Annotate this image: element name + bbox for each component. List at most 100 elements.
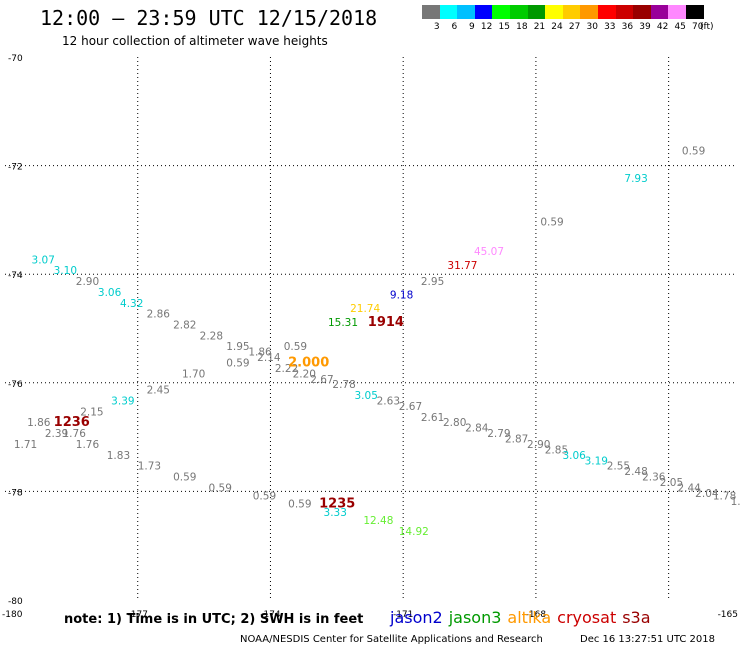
map-title: 12:00 — 23:59 UTC 12/15/2018	[40, 6, 378, 30]
wave-height-value: 9.18	[390, 290, 413, 302]
longitude-tick-label: -171	[393, 610, 413, 620]
latitude-tick-label: -80	[8, 597, 23, 607]
legend-swatch	[562, 5, 581, 19]
wave-height-value: 2.61	[421, 412, 444, 424]
wave-height-value: 1.95	[226, 341, 249, 353]
legend-swatch	[422, 5, 440, 19]
longitude-tick-label: -168	[526, 610, 547, 620]
wave-height-value: 2.20	[293, 368, 316, 380]
wave-height-value: 2.44	[677, 482, 701, 494]
legend-swatch	[580, 5, 598, 19]
legend-swatch	[668, 5, 686, 19]
wave-height-value: 1.71	[14, 439, 37, 451]
wave-height-value: 2.86	[147, 309, 171, 321]
satellite-s3a: s3a	[622, 608, 651, 627]
wave-height-value: 1.76	[63, 428, 87, 440]
legend-label: 12	[480, 22, 493, 32]
longitude-tick-label: -165	[718, 610, 738, 620]
legend-swatch	[492, 5, 510, 19]
wave-height-value: 2.45	[147, 385, 170, 397]
wave-height-value: 3.06	[562, 450, 586, 462]
wave-height-value: 2.04	[695, 488, 719, 500]
wave-height-value: 0.59	[682, 146, 705, 158]
wave-height-value: 31.77	[447, 260, 477, 272]
wave-height-value: 0.59	[288, 499, 311, 511]
wave-height-value: 1.86	[248, 347, 272, 359]
legend-label: 21	[533, 22, 546, 32]
legend-label: 18	[516, 22, 528, 32]
wave-height-value: 1.73	[138, 461, 161, 473]
wave-height-value: 3.19	[585, 455, 608, 467]
legend-swatch	[527, 5, 546, 19]
latitude-tick-label: -78	[8, 488, 23, 498]
satellite-jason2: jason2	[390, 608, 443, 627]
longitude-tick-label: -177	[128, 610, 148, 620]
satellite-jason3: jason3	[448, 608, 502, 627]
wave-height-value: 2.22	[275, 363, 298, 375]
latitude-tick-label: -72	[8, 163, 23, 173]
legend-swatch	[457, 5, 475, 19]
wave-height-value: 2.05	[660, 477, 683, 489]
wave-height-value: 3.05	[355, 390, 378, 402]
wave-height-value: 2.80	[443, 417, 466, 429]
credit-line: NOAA/NESDIS Center for Satellite Applica…	[240, 634, 543, 645]
legend-unit: (ft)	[700, 22, 714, 32]
wave-height-value: 1.78	[713, 491, 736, 503]
legend-swatch	[685, 5, 704, 19]
legend-label: 36	[621, 22, 634, 32]
wave-height-value: 2.28	[200, 330, 223, 342]
wave-height-value: 2.48	[624, 466, 647, 478]
footer-note: note: 1) Time is in UTC; 2) SWH is in fe…	[64, 612, 364, 627]
legend-label: 39	[639, 22, 651, 32]
latitude-tick-label: -70	[8, 54, 23, 64]
pass-time-label: 1235	[319, 497, 355, 512]
longitude-tick-label: -174	[260, 610, 281, 620]
wave-height-value: 2.85	[545, 444, 568, 456]
wave-height-value: 12.48	[363, 515, 393, 527]
wave-height-value: 1.70	[182, 368, 205, 380]
color-scale-legend	[422, 5, 704, 19]
legend-label: 42	[656, 22, 669, 32]
wave-height-value: 3.07	[32, 254, 55, 266]
legend-label: 33	[604, 22, 616, 32]
wave-height-value: 2.39	[45, 428, 68, 440]
wave-height-value: 2.36	[642, 472, 666, 484]
wave-height-value: 14.92	[399, 526, 429, 538]
wave-height-value: 2.14	[257, 352, 281, 364]
wave-height-value: 3.06	[98, 287, 122, 299]
legend-label: 15	[498, 22, 510, 32]
wave-height-value: 2.78	[332, 379, 355, 391]
legend-label: 9	[469, 22, 475, 32]
wave-height-value: 0.59	[209, 482, 232, 494]
wave-height-value: 2.82	[173, 320, 196, 332]
wave-height-value: 2.67	[310, 374, 333, 386]
wave-height-value: 1.78	[731, 496, 740, 508]
wave-height-value: 45.07	[474, 246, 504, 258]
wave-height-value: 21.74	[350, 303, 380, 315]
map-subtitle: 12 hour collection of altimeter wave hei…	[62, 34, 328, 48]
legend-swatch	[439, 5, 458, 19]
wave-height-value: 1.76	[76, 439, 100, 451]
wave-height-value: 2.67	[399, 401, 422, 413]
legend-swatch	[650, 5, 669, 19]
satellite-legend: jason2 jason3 altika cryosat s3a	[390, 608, 657, 627]
wave-height-value: 2.90	[527, 439, 550, 451]
wave-height-value: 4.32	[120, 298, 143, 310]
latitude-tick-label: -74	[8, 271, 23, 281]
legend-label: 30	[586, 22, 598, 32]
wave-height-value: 15.31	[328, 317, 358, 329]
wave-height-value: 2.95	[421, 276, 444, 288]
wave-height-value: 0.59	[253, 491, 276, 503]
wave-height-value: 7.93	[624, 173, 647, 185]
legend-label: 3	[433, 22, 440, 32]
wave-height-value: 3.10	[54, 265, 77, 277]
legend-label: 70	[692, 22, 704, 32]
legend-swatch	[509, 5, 528, 19]
legend-swatch	[597, 5, 616, 19]
legend-label: 45	[674, 22, 686, 32]
satellite-altika: altika	[507, 608, 552, 627]
wave-height-value: 0.59	[540, 216, 563, 228]
credit-date: Dec 16 13:27:51 UTC 2018	[580, 634, 715, 645]
legend-swatch	[474, 5, 493, 19]
